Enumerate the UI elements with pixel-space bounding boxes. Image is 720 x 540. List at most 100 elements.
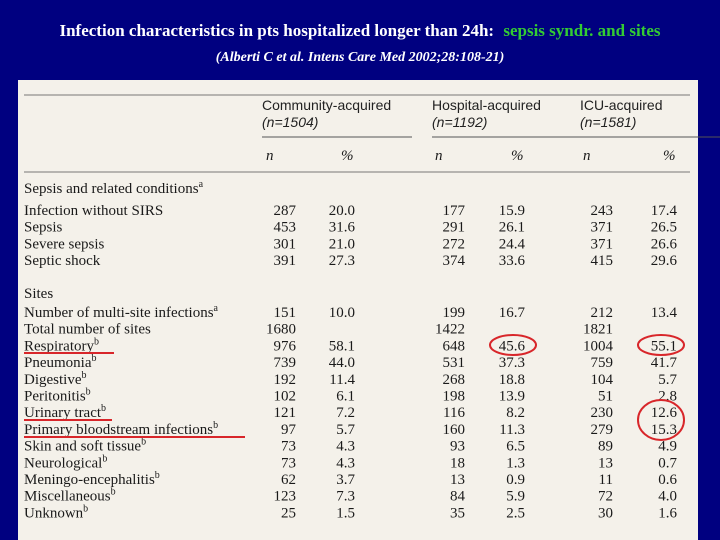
cell: 2.8: [658, 389, 677, 405]
cell: 24.4: [499, 236, 526, 252]
row-label-text: Pneumonia: [24, 355, 92, 371]
cell: 1.5: [336, 505, 355, 521]
cell: 1.6: [658, 505, 677, 521]
circle: [637, 334, 685, 356]
cell: 648: [443, 338, 466, 354]
cell: 279: [591, 422, 614, 438]
cell: 5.7: [658, 372, 677, 388]
row-label: Unknownb: [24, 503, 88, 521]
cell: 12.6: [651, 405, 678, 421]
row-label: Severe sepsis: [24, 236, 105, 252]
cell: 35: [450, 505, 465, 521]
superscript: b: [83, 503, 88, 514]
row-label: Number of multi-site infectionsa: [24, 303, 219, 321]
subheader: n: [583, 148, 591, 164]
section-title-text: Sites: [24, 286, 53, 302]
cell: 3.7: [336, 472, 355, 488]
cell: 268: [443, 372, 466, 388]
cell: 976: [274, 338, 297, 354]
cell: 84: [450, 489, 466, 505]
section-title: Sites: [24, 286, 53, 302]
cell: 55.1: [651, 338, 677, 354]
cell: 151: [274, 305, 297, 321]
superscript: a: [199, 179, 204, 190]
cell: 243: [591, 203, 614, 219]
cell: 33.6: [499, 253, 526, 269]
cell: 26.5: [651, 220, 677, 236]
cell: 4.3: [336, 455, 355, 471]
cell: 13: [450, 472, 465, 488]
superscript: b: [86, 387, 91, 398]
cell: 44.0: [329, 355, 355, 371]
cell: 62: [281, 472, 296, 488]
row-label: Infection without SIRS: [24, 203, 163, 219]
cell: 198: [443, 389, 466, 405]
row-label: Sepsis: [24, 220, 63, 236]
cell: 7.2: [336, 405, 355, 421]
cell: 30: [598, 505, 613, 521]
row-label: Meningo-encephalitisb: [24, 470, 160, 488]
cell: 272: [443, 236, 466, 252]
cell: 58.1: [329, 338, 355, 354]
group-header: ICU-acquired: [580, 97, 662, 113]
cell: 13.9: [499, 389, 525, 405]
cell: 102: [274, 389, 297, 405]
cell: 26.1: [499, 220, 525, 236]
cell: 116: [443, 405, 465, 421]
cell: 11: [599, 472, 613, 488]
cell: 73: [281, 439, 296, 455]
cell: 15.9: [499, 203, 525, 219]
row-label-text: Peritonitis: [24, 389, 86, 405]
cell: 739: [274, 355, 297, 371]
cell: 371: [591, 220, 614, 236]
row-label: Urinary tractb: [24, 403, 106, 421]
group-n: (n=1192): [432, 114, 487, 130]
superscript: b: [101, 403, 106, 414]
row-label-text: Skin and soft tissue: [24, 439, 141, 455]
cell: 0.6: [658, 472, 677, 488]
cell: 160: [443, 422, 466, 438]
cell: 453: [274, 220, 297, 236]
row-label-text: Neurological: [24, 455, 102, 471]
row-label-text: Meningo-encephalitis: [24, 472, 155, 488]
circle: [637, 399, 685, 441]
row-label-text: Unknown: [24, 505, 84, 521]
cell: 1004: [583, 338, 614, 354]
cell: 415: [591, 253, 614, 269]
row-label-text: Infection without SIRS: [24, 203, 163, 219]
cell: 4.0: [658, 489, 677, 505]
row-label-text: Urinary tract: [24, 405, 102, 421]
row-label-text: Septic shock: [24, 253, 101, 269]
title-text: Infection characteristics in pts hospita…: [59, 21, 494, 40]
section-title-text: Sepsis and related conditions: [24, 181, 199, 197]
cell: 51: [598, 389, 613, 405]
subheader: %: [511, 148, 524, 164]
cell: 45.6: [499, 338, 526, 354]
cell: 1.3: [506, 455, 525, 471]
row-label: Miscellaneousb: [24, 487, 116, 505]
cell: 759: [591, 355, 614, 371]
row-label: Neurologicalb: [24, 453, 107, 471]
cell: 291: [443, 220, 466, 236]
cell: 17.4: [651, 203, 678, 219]
cell: 21.0: [329, 236, 355, 252]
subheader: n: [266, 148, 274, 164]
section-title: Sepsis and related conditionsa: [24, 179, 204, 197]
table: Community-acquired(n=1504) n % Hospital-acq…: [24, 94, 720, 521]
cell: 5.7: [336, 422, 355, 438]
cell: 121: [274, 405, 297, 421]
citation: (Alberti C et al. Intens Care Med 2002;2…: [216, 50, 505, 65]
subheader: %: [663, 148, 676, 164]
cell: 177: [443, 203, 466, 219]
cell: 11.3: [499, 422, 525, 438]
cell: 11.4: [329, 372, 355, 388]
cell: 73: [281, 455, 296, 471]
group-n: (n=1581): [580, 114, 636, 130]
superscript: b: [141, 437, 146, 448]
cell: 29.6: [651, 253, 678, 269]
subheader: n: [435, 148, 443, 164]
row-label: Peritonitisb: [24, 387, 91, 405]
row-label-text: Primary bloodstream infections: [24, 422, 213, 438]
superscript: b: [111, 487, 116, 498]
